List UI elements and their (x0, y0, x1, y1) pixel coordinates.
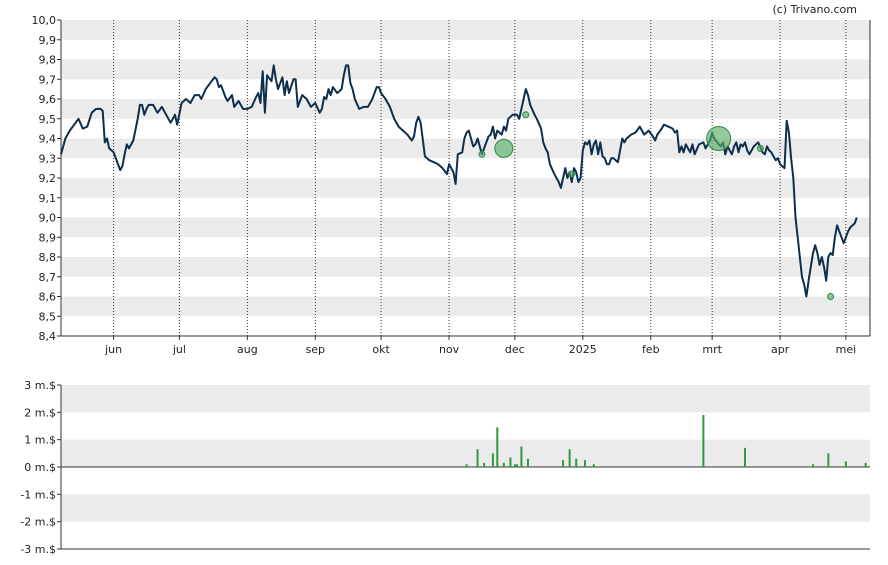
price-grid-band (61, 178, 870, 198)
volume-grid-band (61, 494, 870, 522)
volume-bar (864, 462, 867, 467)
price-x-tick-label: 2025 (569, 343, 597, 356)
volume-bar (520, 446, 523, 467)
price-y-tick-label: 8,5 (39, 310, 57, 323)
price-grid-band (61, 296, 870, 317)
trade-marker (827, 293, 835, 300)
price-y-tick-label: 9,0 (39, 212, 57, 225)
price-x-tick-label: jul (172, 343, 186, 356)
volume-bar (575, 458, 578, 467)
price-x-tick-label: nov (439, 343, 460, 356)
volume-y-tick-label: 3 m.$ (24, 379, 56, 392)
volume-y-tick-label: 1 m.$ (24, 434, 56, 447)
volume-bar (844, 461, 847, 467)
volume-bar (562, 460, 565, 467)
copyright-text: (c) Trivano.com (772, 3, 857, 16)
volume-bar (827, 453, 830, 467)
trade-marker (478, 150, 486, 158)
price-y-tick-label: 9,7 (39, 73, 57, 86)
price-y-tick-label: 9,3 (39, 152, 57, 165)
price-y-tick-label: 9,4 (39, 133, 57, 146)
volume-bar (702, 415, 705, 467)
volume-bar (811, 464, 814, 467)
volume-panel: 3 m.$ 2 m.$ 1 m.$ 0 m.$ -1 m.$ -2 m.$ -3 m.$ (20, 379, 870, 556)
price-y-tick-label: 8,6 (39, 291, 57, 304)
trade-marker (756, 144, 764, 152)
price-y-tick-label: 9,6 (39, 93, 57, 106)
volume-grid-band (61, 439, 870, 467)
price-x-tick-label: dec (505, 343, 525, 356)
volume-bar (568, 449, 571, 467)
price-y-tick-label: 8,9 (39, 231, 57, 244)
price-x-tick-label: aug (237, 343, 258, 356)
volume-bar (509, 457, 512, 467)
price-x-tick-label: apr (771, 343, 790, 356)
price-y-tick-label: 8,4 (39, 330, 57, 343)
volume-y-tick-label: -1 m.$ (20, 488, 56, 501)
volume-bar (526, 458, 529, 467)
price-grid-band (61, 217, 870, 238)
price-x-tick-label: mrt (702, 343, 722, 356)
price-y-tick-label: 9,8 (39, 54, 57, 67)
volume-bar (583, 460, 586, 467)
price-y-tick-label: 9,1 (39, 192, 57, 205)
volume-bar (496, 427, 499, 467)
volume-y-tick-label: -3 m.$ (20, 543, 56, 556)
price-x-tick-label: sep (306, 343, 325, 356)
price-y-tick-label: 9,2 (39, 172, 57, 185)
volume-grid-band (61, 385, 870, 413)
volume-y-tick-label: 2 m.$ (24, 406, 56, 419)
volume-bar (513, 464, 516, 467)
price-y-tick-label: 10,0 (32, 14, 57, 27)
trade-marker (494, 138, 514, 158)
price-y-tick-label: 9,9 (39, 34, 57, 47)
volume-bar (516, 464, 519, 467)
price-x-tick-label: feb (642, 343, 660, 356)
price-panel: 10,0 9,9 9,8 9,7 9,6 9,5 9,4 9,3 9,2 9,1 9,0 8,9 8,8… (32, 14, 871, 356)
price-x-tick-label: mei (836, 343, 857, 356)
volume-y-tick-label: -2 m.$ (20, 516, 56, 529)
volume-bar (502, 462, 505, 467)
price-grid-band (61, 99, 870, 119)
volume-bar (476, 449, 479, 467)
price-grid-band (61, 257, 870, 277)
price-y-tick-label: 8,8 (39, 251, 57, 264)
volume-bar (744, 447, 747, 467)
trade-marker (706, 126, 732, 151)
price-line (60, 64, 858, 298)
price-x-tick-label: jun (104, 343, 122, 356)
volume-bar (465, 464, 468, 467)
trade-marker (568, 170, 576, 178)
price-x-tick-label: okt (372, 343, 390, 356)
volume-bar (592, 464, 595, 467)
volume-y-tick-label: 0 m.$ (24, 461, 56, 474)
price-y-tick-label: 9,5 (39, 113, 57, 126)
price-grid-band (61, 138, 870, 159)
price-y-tick-label: 8,7 (39, 271, 57, 284)
volume-bar (483, 462, 486, 467)
price-grid-band (61, 59, 870, 80)
trade-marker (522, 111, 530, 119)
volume-bar (491, 453, 494, 467)
price-grid-band (61, 20, 870, 40)
